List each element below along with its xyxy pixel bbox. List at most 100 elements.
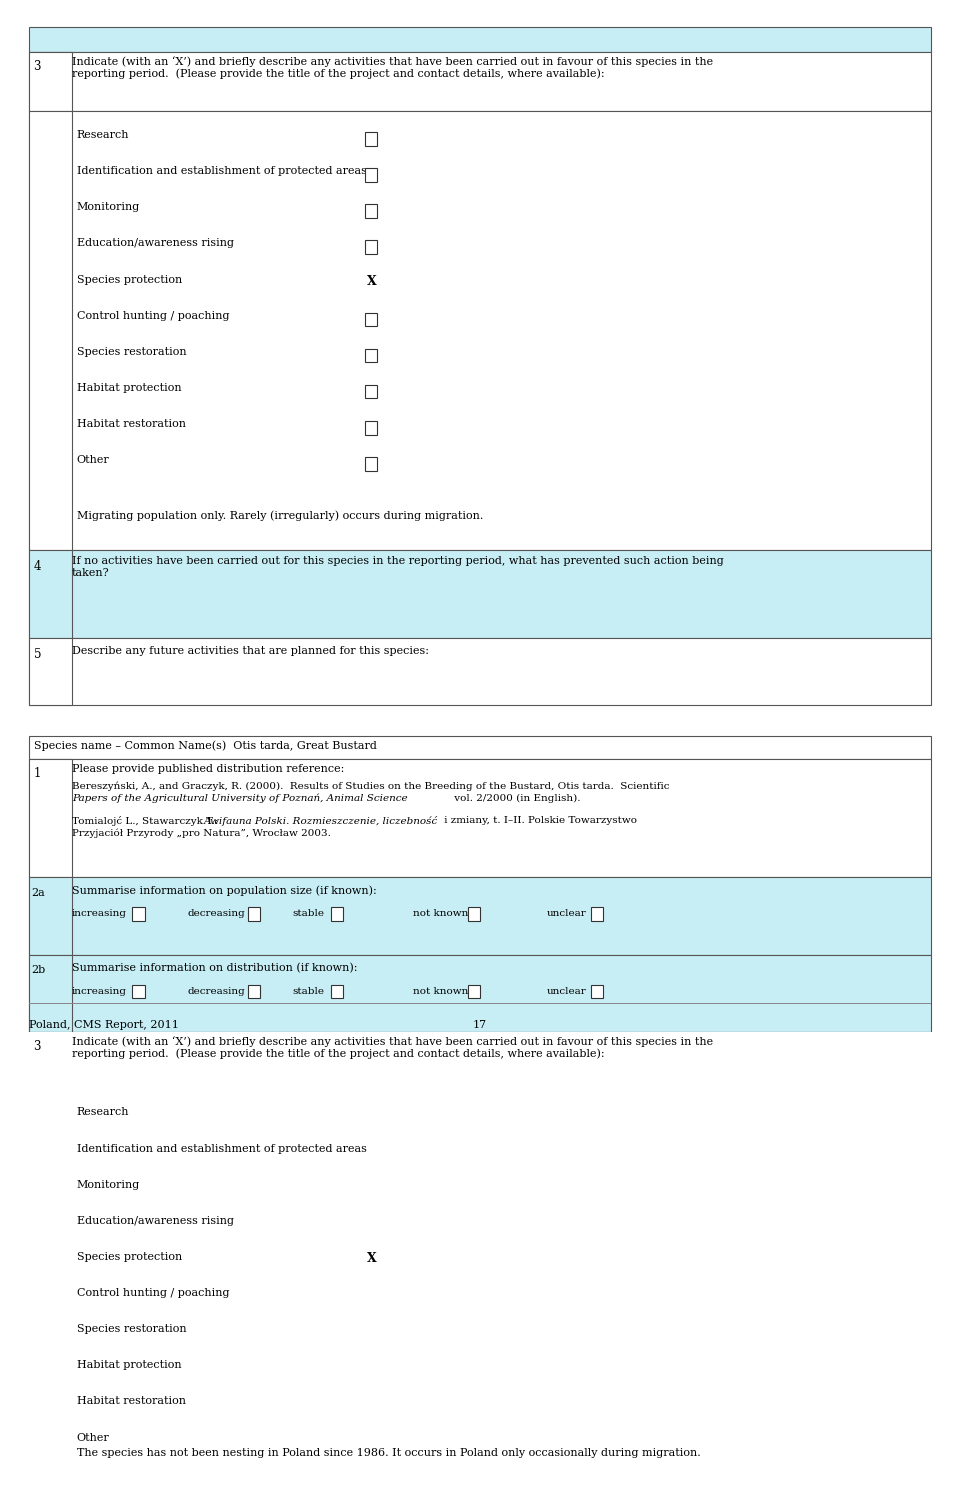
Text: Awifauna Polski. Rozmieszczenie, liczebność: Awifauna Polski. Rozmieszczenie, liczebn… [204,816,438,827]
Bar [331,907,344,920]
Bar [365,1434,377,1448]
Bar [591,985,604,999]
Text: If no activities have been carried out for this species in the reporting period,: If no activities have been carried out f… [72,556,724,577]
Text: Papers of the Agricultural University of Poznań, Animal Science: Papers of the Agricultural University of… [72,793,408,804]
Bar [29,27,931,51]
Text: 5: 5 [34,648,41,662]
Bar [29,878,931,955]
Text: Przyjaciół Przyrody „pro Natura”, Wrocław 2003.: Przyjaciół Przyrody „pro Natura”, Wrocła… [72,830,331,839]
Bar [29,51,931,112]
Bar [365,204,377,218]
Bar [365,1109,377,1123]
Text: decreasing: decreasing [187,987,245,996]
Text: Summarise information on population size (if known):: Summarise information on population size… [72,885,376,896]
Bar [365,422,377,435]
Bar [29,878,72,955]
Bar [29,638,72,706]
Text: 3: 3 [34,1041,41,1053]
Bar [365,458,377,470]
Text: Research: Research [77,1108,130,1118]
Text: Identification and establishment of protected areas: Identification and establishment of prot… [77,1144,367,1153]
Bar [365,313,377,326]
Text: Species protection: Species protection [77,275,182,284]
Text: Poland, CMS Report, 2011: Poland, CMS Report, 2011 [29,1020,179,1029]
Text: 2b: 2b [32,966,46,975]
Bar [29,1089,72,1491]
Bar [365,1218,377,1231]
Bar [132,907,145,920]
Bar [29,955,72,1032]
Bar [29,1032,931,1089]
Bar [365,1290,377,1304]
Text: Indicate (with an ‘X’) and briefly describe any activities that have been carrie: Indicate (with an ‘X’) and briefly descr… [72,1037,713,1059]
Text: not known: not known [413,987,468,996]
Text: 17: 17 [473,1020,487,1029]
Bar [365,1145,377,1159]
Text: X: X [367,275,376,287]
Text: Habitat restoration: Habitat restoration [77,1396,186,1407]
Bar [29,112,72,550]
Bar [331,985,344,999]
Bar [29,759,72,878]
Text: 2a: 2a [32,887,45,898]
Text: X: X [367,1253,376,1265]
Bar [365,168,377,181]
Bar [29,736,931,759]
Bar [365,349,377,363]
Bar [248,985,260,999]
Bar [365,1399,377,1411]
Bar [29,112,931,550]
Text: Research: Research [77,130,130,141]
Text: Summarise information on distribution (if known):: Summarise information on distribution (i… [72,963,357,973]
Bar [365,240,377,254]
Text: Species protection: Species protection [77,1253,182,1262]
Text: The species has not been nesting in Poland since 1986. It occurs in Poland only : The species has not been nesting in Pola… [77,1448,701,1458]
Text: Education/awareness rising: Education/awareness rising [77,239,234,248]
Text: Indicate (with an ‘X’) and briefly describe any activities that have been carrie: Indicate (with an ‘X’) and briefly descr… [72,56,713,79]
Bar [365,1363,377,1377]
Text: i zmiany, t. I–II. Polskie Towarzystwo: i zmiany, t. I–II. Polskie Towarzystwo [441,816,636,825]
Text: unclear: unclear [547,910,587,919]
Text: Monitoring: Monitoring [77,1180,140,1189]
Text: Habitat restoration: Habitat restoration [77,419,186,429]
Bar [365,1327,377,1340]
Bar [29,550,72,638]
Text: increasing: increasing [72,910,127,919]
Text: Bereszyński, A., and Graczyk, R. (2000).  Results of Studies on the Breeding of : Bereszyński, A., and Graczyk, R. (2000).… [72,781,669,790]
Bar [29,51,72,112]
Text: Control hunting / poaching: Control hunting / poaching [77,311,229,320]
Text: Education/awareness rising: Education/awareness rising [77,1216,234,1225]
Text: Monitoring: Monitoring [77,202,140,213]
Bar [468,985,480,999]
Text: Habitat protection: Habitat protection [77,382,181,393]
Text: Other: Other [77,1432,109,1443]
Bar [365,131,377,145]
Text: decreasing: decreasing [187,910,245,919]
Bar [29,638,931,706]
Text: unclear: unclear [547,987,587,996]
Text: increasing: increasing [72,987,127,996]
Bar [365,385,377,399]
Text: 4: 4 [34,561,41,574]
Text: Migrating population only. Rarely (irregularly) occurs during migration.: Migrating population only. Rarely (irreg… [77,511,483,521]
Bar [132,985,145,999]
Text: Control hunting / poaching: Control hunting / poaching [77,1287,229,1298]
Text: Describe any future activities that are planned for this species:: Describe any future activities that are … [72,647,429,656]
Bar [591,907,604,920]
Bar [29,955,931,1032]
Text: Habitat protection: Habitat protection [77,1360,181,1370]
Bar [29,1089,931,1491]
Bar [248,907,260,920]
Bar [29,1032,72,1089]
Text: not known: not known [413,910,468,919]
Text: Tomialojć L., Stawarczyk T.:: Tomialojć L., Stawarczyk T.: [72,816,222,827]
Text: Species restoration: Species restoration [77,348,186,357]
Text: Please provide published distribution reference:: Please provide published distribution re… [72,763,345,774]
Text: Species name – Common Name(s)  Otis tarda, Great Bustard: Species name – Common Name(s) Otis tarda… [34,740,376,751]
Text: stable: stable [293,987,324,996]
Text: 1: 1 [34,768,41,780]
Bar [29,759,931,878]
Text: Other: Other [77,455,109,465]
Text: 3: 3 [34,60,41,73]
Bar [468,907,480,920]
